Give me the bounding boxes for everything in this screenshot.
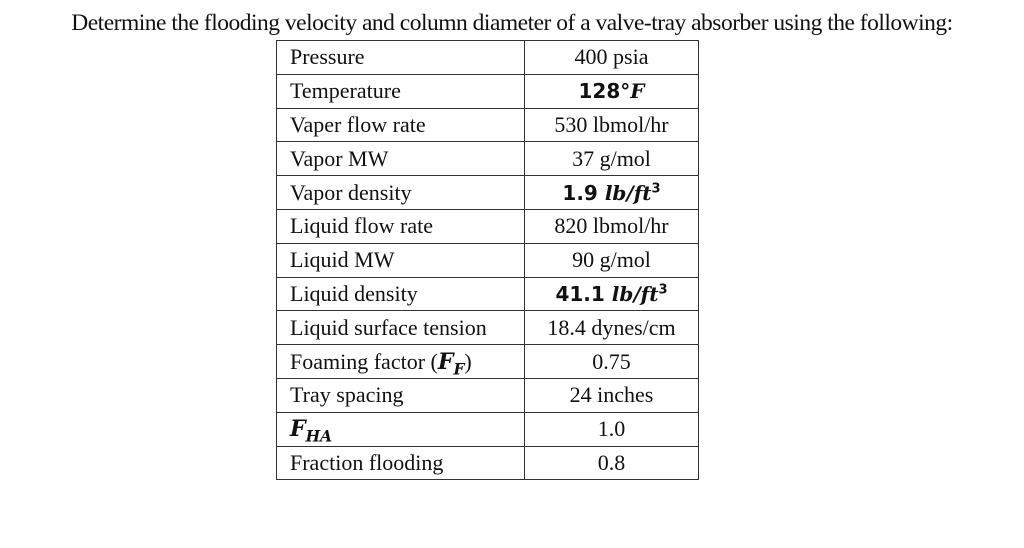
table-row: FHA 1.0 [276,411,699,447]
row-value: 128°F [524,73,699,109]
table-row: Fraction flooding 0.8 [276,445,699,481]
row-label: FHA [276,411,525,447]
table-row: Liquid surface tension 18.4 dynes/cm [276,310,699,346]
table-row: Temperature 128°F [276,73,699,109]
row-label: Vapor density [276,175,525,210]
row-value: 400 psia [524,40,699,75]
row-value: 1.0 [524,411,699,447]
table-row: Liquid MW 90 g/mol [276,242,699,278]
value-number: 128° [578,79,631,104]
label-end: ) [464,348,472,374]
label-text: Foaming factor ( [290,348,438,374]
row-label: Liquid density [276,276,525,312]
table-row: Liquid density 41.1 lb/ft3 [276,276,699,312]
label-symbol: F [290,416,306,443]
row-label: Tray spacing [276,377,525,413]
row-value: 18.4 dynes/cm [524,310,699,346]
row-value: 0.75 [524,344,699,379]
table-row: Pressure 400 psia [276,40,699,75]
row-label: Vaper flow rate [276,107,525,143]
value-exponent: 3 [651,180,661,196]
value-unit: F [630,79,645,104]
label-symbol: F [437,348,454,375]
table-row: Tray spacing 24 inches [276,377,699,413]
row-value: 24 inches [524,377,699,413]
row-label: Pressure [276,40,525,75]
row-value: 41.1 lb/ft3 [524,276,699,312]
row-label: Vapor MW [276,141,525,177]
table-row: Foaming factor (FF) 0.75 [276,344,699,379]
data-table: Pressure 400 psia Temperature 128°F Vape… [276,40,699,481]
row-value: 1.9 lb/ft3 [524,175,699,210]
row-value: 37 g/mol [524,141,699,177]
problem-statement: Determine the flooding velocity and colu… [71,10,953,36]
row-value: 0.8 [524,445,699,481]
table-row: Vapor density 1.9 lb/ft3 [276,175,699,210]
row-label: Liquid flow rate [276,208,525,244]
table-row: Vaper flow rate 530 lbmol/hr [276,107,699,143]
value-unit: lb/ft [604,180,652,205]
label-subscript: F [453,359,465,378]
table-row: Vapor MW 37 g/mol [276,141,699,177]
value-unit: lb/ft [611,281,659,306]
row-label: Liquid surface tension [276,310,525,346]
row-label: Temperature [276,73,525,109]
row-value: 820 lbmol/hr [524,208,699,244]
row-label: Foaming factor (FF) [276,344,525,379]
row-value: 530 lbmol/hr [524,107,699,143]
value-exponent: 3 [658,282,668,298]
row-value: 90 g/mol [524,242,699,278]
table-row: Liquid flow rate 820 lbmol/hr [276,208,699,244]
row-label: Fraction flooding [276,445,525,481]
value-number: 1.9 [562,180,598,205]
row-label: Liquid MW [276,242,525,278]
label-subscript: HA [305,427,333,446]
value-number: 41.1 [555,281,605,306]
